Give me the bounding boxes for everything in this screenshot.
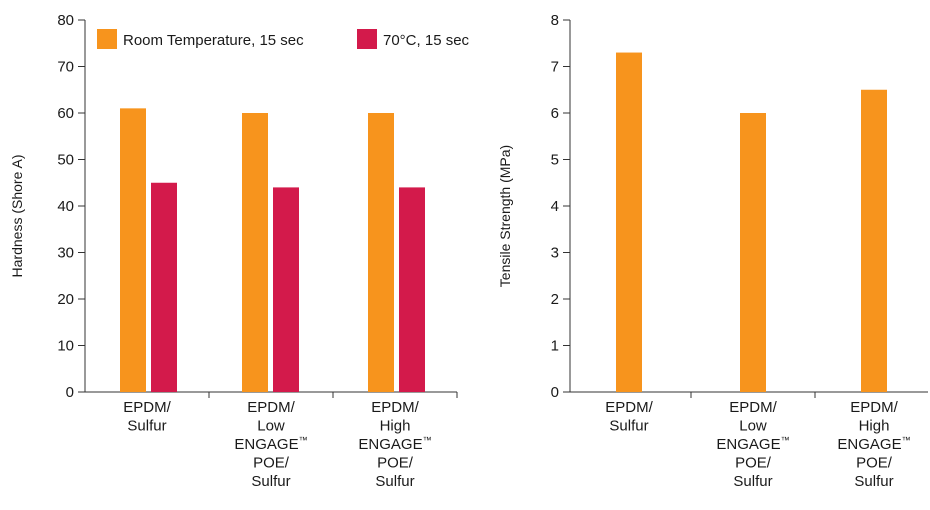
x-category-label-line: EPDM/ <box>123 399 171 416</box>
y-axis-label: Hardness (Shore A) <box>9 155 25 278</box>
x-category-label-line: EPDM/ <box>850 399 898 416</box>
x-category-label-line: EPDM/ <box>605 399 653 416</box>
x-category-label-line: Sulfur <box>854 473 893 490</box>
x-category-label-line: EPDM/ <box>729 399 777 416</box>
y-tick-label: 20 <box>57 291 74 308</box>
x-category-label-line: POE/ <box>735 455 772 472</box>
legend-entry: 70°C, 15 sec <box>383 32 470 49</box>
x-category-label-line: EPDM/ <box>371 399 419 416</box>
x-category-label-line: Sulfur <box>127 418 166 435</box>
y-tick-label: 2 <box>551 291 559 308</box>
x-category-label-line: Low <box>739 418 767 435</box>
y-tick-label: 60 <box>57 105 74 122</box>
y-tick-label: 10 <box>57 338 74 355</box>
bar <box>120 108 146 392</box>
legend: Room Temperature, 15 sec 70°C, 15 sec <box>97 29 470 49</box>
bar <box>151 182 177 392</box>
bar <box>616 52 642 393</box>
y-tick-label: 0 <box>66 384 74 401</box>
x-category-label-line: ENGAGE <box>837 436 901 453</box>
x-category-label-line: Sulfur <box>609 418 648 435</box>
y-tick-label: 30 <box>57 245 74 262</box>
trademark-mark: ™ <box>423 435 432 445</box>
x-category-label-line: Low <box>257 418 285 435</box>
y-tick-label: 1 <box>551 338 559 355</box>
trademark-mark: ™ <box>781 435 790 445</box>
x-category-label: EPDM/Sulfur <box>605 399 653 435</box>
y-axis-label: Tensile Strength (MPa) <box>497 145 513 287</box>
x-category-label-line: POE/ <box>377 455 414 472</box>
trademark-mark: ™ <box>299 435 308 445</box>
x-category-label-line: ENGAGE <box>358 436 422 453</box>
x-category-label-line: High <box>380 418 411 435</box>
x-category-label-line: EPDM/ <box>247 399 295 416</box>
chart-1: 0 10 20 30 40 50 60 70 80 Hardness (Shore A) EPDM/… <box>9 12 470 490</box>
x-category-label-line: Sulfur <box>733 473 772 490</box>
y-tick-label: 50 <box>57 152 74 169</box>
trademark-mark: ™ <box>902 435 911 445</box>
legend-swatch <box>97 29 117 49</box>
x-category-label-line: POE/ <box>856 455 893 472</box>
y-tick-label: 3 <box>551 245 559 262</box>
x-category-label-line: POE/ <box>253 455 290 472</box>
chart-2: 0 1 2 3 4 5 6 7 8 Tensile Strength (MPa) EPDM/Sulf… <box>497 12 928 490</box>
x-category-label: EPDM/Sulfur <box>123 399 171 435</box>
bar <box>399 187 425 392</box>
y-tick-label: 8 <box>551 12 559 29</box>
bar <box>273 187 299 392</box>
y-tick-label: 5 <box>551 152 559 169</box>
bar <box>861 89 887 392</box>
x-category-label-line: ENGAGE <box>234 436 298 453</box>
y-tick-label: 7 <box>551 59 559 76</box>
y-tick-label: 0 <box>551 384 559 401</box>
bar <box>740 113 766 392</box>
legend-entry: Room Temperature, 15 sec <box>123 32 304 49</box>
y-tick-label: 6 <box>551 105 559 122</box>
bar <box>242 113 268 392</box>
y-tick-label: 4 <box>551 198 559 215</box>
x-category-label-line: High <box>859 418 890 435</box>
x-category-label-line: Sulfur <box>251 473 290 490</box>
x-category-label-line: Sulfur <box>375 473 414 490</box>
bar <box>368 113 394 392</box>
x-category-label-line: ENGAGE <box>716 436 780 453</box>
legend-swatch <box>357 29 377 49</box>
y-tick-label: 70 <box>57 59 74 76</box>
y-tick-label: 40 <box>57 198 74 215</box>
y-tick-label: 80 <box>57 12 74 29</box>
